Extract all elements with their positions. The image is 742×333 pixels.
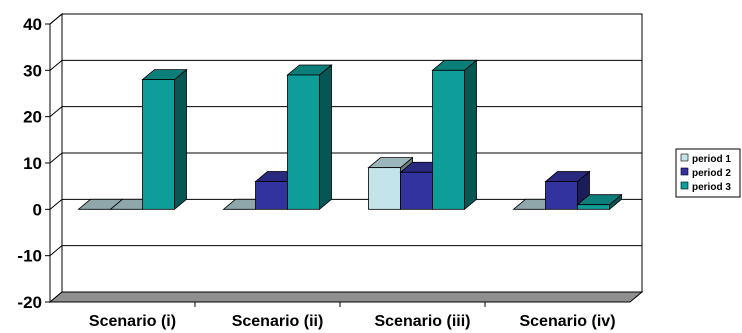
x-category-labels: Scenario (i) Scenario (ii) Scenario (iii) S… [89,313,616,330]
y-tick-label: 0 [33,200,42,219]
y-tick-label: -20 [17,293,42,312]
bar-side [319,64,332,211]
axes [45,23,630,307]
legend-label: period 3 [692,182,731,193]
bar [576,193,623,211]
legend-label: period 2 [692,168,731,179]
gridline [49,245,642,257]
plot-walls [49,12,643,304]
x-category-label: Scenario (i) [89,313,176,330]
legend-swatch [680,181,689,190]
y-tick-label: -10 [17,247,42,266]
y-tick-labels: 40 30 20 10 0 -10 -20 [17,15,42,312]
y-tick-label: 10 [23,154,42,173]
bar-front [142,79,175,210]
floor-top [48,291,644,303]
bar [286,64,333,211]
y-tick-label: 20 [23,108,42,127]
chart-floor [48,291,644,303]
bar-front [545,181,578,210]
bars [77,59,623,211]
bar-side [464,59,477,211]
bar-front [287,74,320,210]
bar [141,68,188,211]
y-tick-label: 30 [23,61,42,80]
gridline [49,13,642,25]
bar-front [400,171,433,210]
legend-swatch [680,167,689,176]
bar-front [432,69,465,210]
x-category-label: Scenario (iii) [374,313,470,330]
x-category-label: Scenario (ii) [232,313,324,330]
legend-label: period 1 [692,154,731,165]
legend: period 1 period 2 period 3 [675,148,741,198]
bar-front [368,167,401,210]
y-tick-label: 40 [23,15,42,34]
bar [544,170,591,211]
legend-swatch [680,153,689,162]
bar [431,59,478,211]
bar-side [174,68,187,211]
x-category-label: Scenario (iv) [519,313,615,330]
bar-front [255,181,288,210]
bar-front [577,204,610,210]
